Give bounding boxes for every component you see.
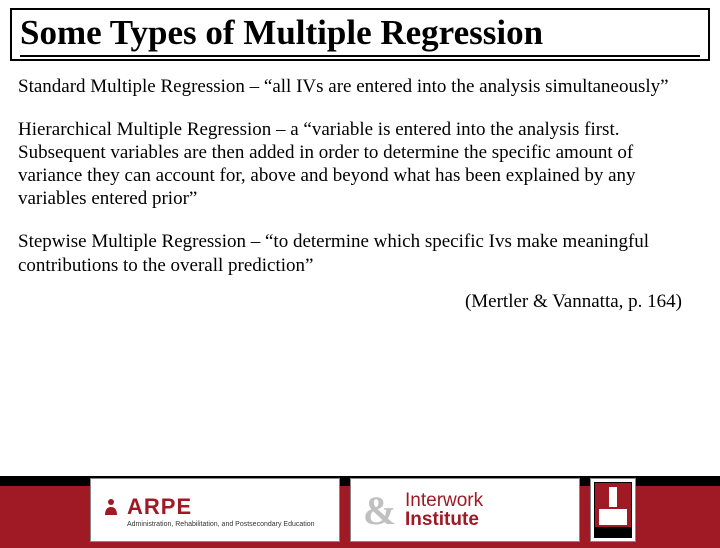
interwork-line2: Institute [405, 510, 483, 529]
logo-interwork: & Interwork Institute [350, 478, 580, 542]
footer: ARPE Administration, Rehabilitation, and… [0, 476, 720, 548]
paragraph-stepwise: Stepwise Multiple Regression – “to deter… [18, 230, 702, 276]
svg-text:&: & [363, 488, 396, 532]
title-box: Some Types of Multiple Regression [10, 8, 710, 61]
sdsu-emblem [594, 482, 632, 538]
sdsu-band [595, 527, 631, 537]
sdsu-building [599, 509, 627, 525]
arpe-top-row: ARPE [101, 494, 329, 520]
citation: (Mertler & Vannatta, p. 164) [18, 291, 702, 313]
arpe-title: ARPE [127, 494, 192, 520]
logo-sdsu [590, 478, 636, 542]
slide-title: Some Types of Multiple Regression [20, 14, 700, 57]
interwork-line1: Interwork [405, 491, 483, 510]
content-area: Standard Multiple Regression – “all IVs … [0, 61, 720, 313]
ampersand-icon: & [361, 488, 397, 532]
arpe-subtitle: Administration, Rehabilitation, and Post… [127, 521, 329, 529]
sdsu-tower [609, 487, 617, 507]
paragraph-standard: Standard Multiple Regression – “all IVs … [18, 75, 702, 98]
person-icon [101, 497, 121, 517]
logo-arpe: ARPE Administration, Rehabilitation, and… [90, 478, 340, 542]
paragraph-hierarchical: Hierarchical Multiple Regression – a “va… [18, 118, 702, 211]
interwork-text: Interwork Institute [405, 491, 483, 529]
